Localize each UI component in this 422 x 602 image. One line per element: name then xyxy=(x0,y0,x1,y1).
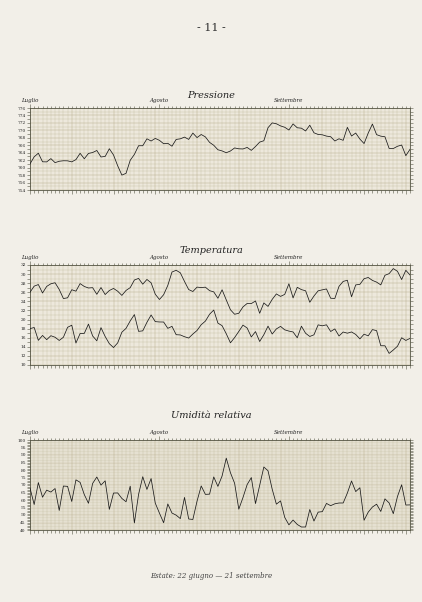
Text: Temperatura: Temperatura xyxy=(179,246,243,255)
Text: Estate: 22 giugno — 21 settembre: Estate: 22 giugno — 21 settembre xyxy=(150,572,272,580)
Text: - 11 -: - 11 - xyxy=(197,23,225,33)
Text: Pressione: Pressione xyxy=(187,91,235,100)
Text: Umidità relativa: Umidità relativa xyxy=(170,411,252,420)
